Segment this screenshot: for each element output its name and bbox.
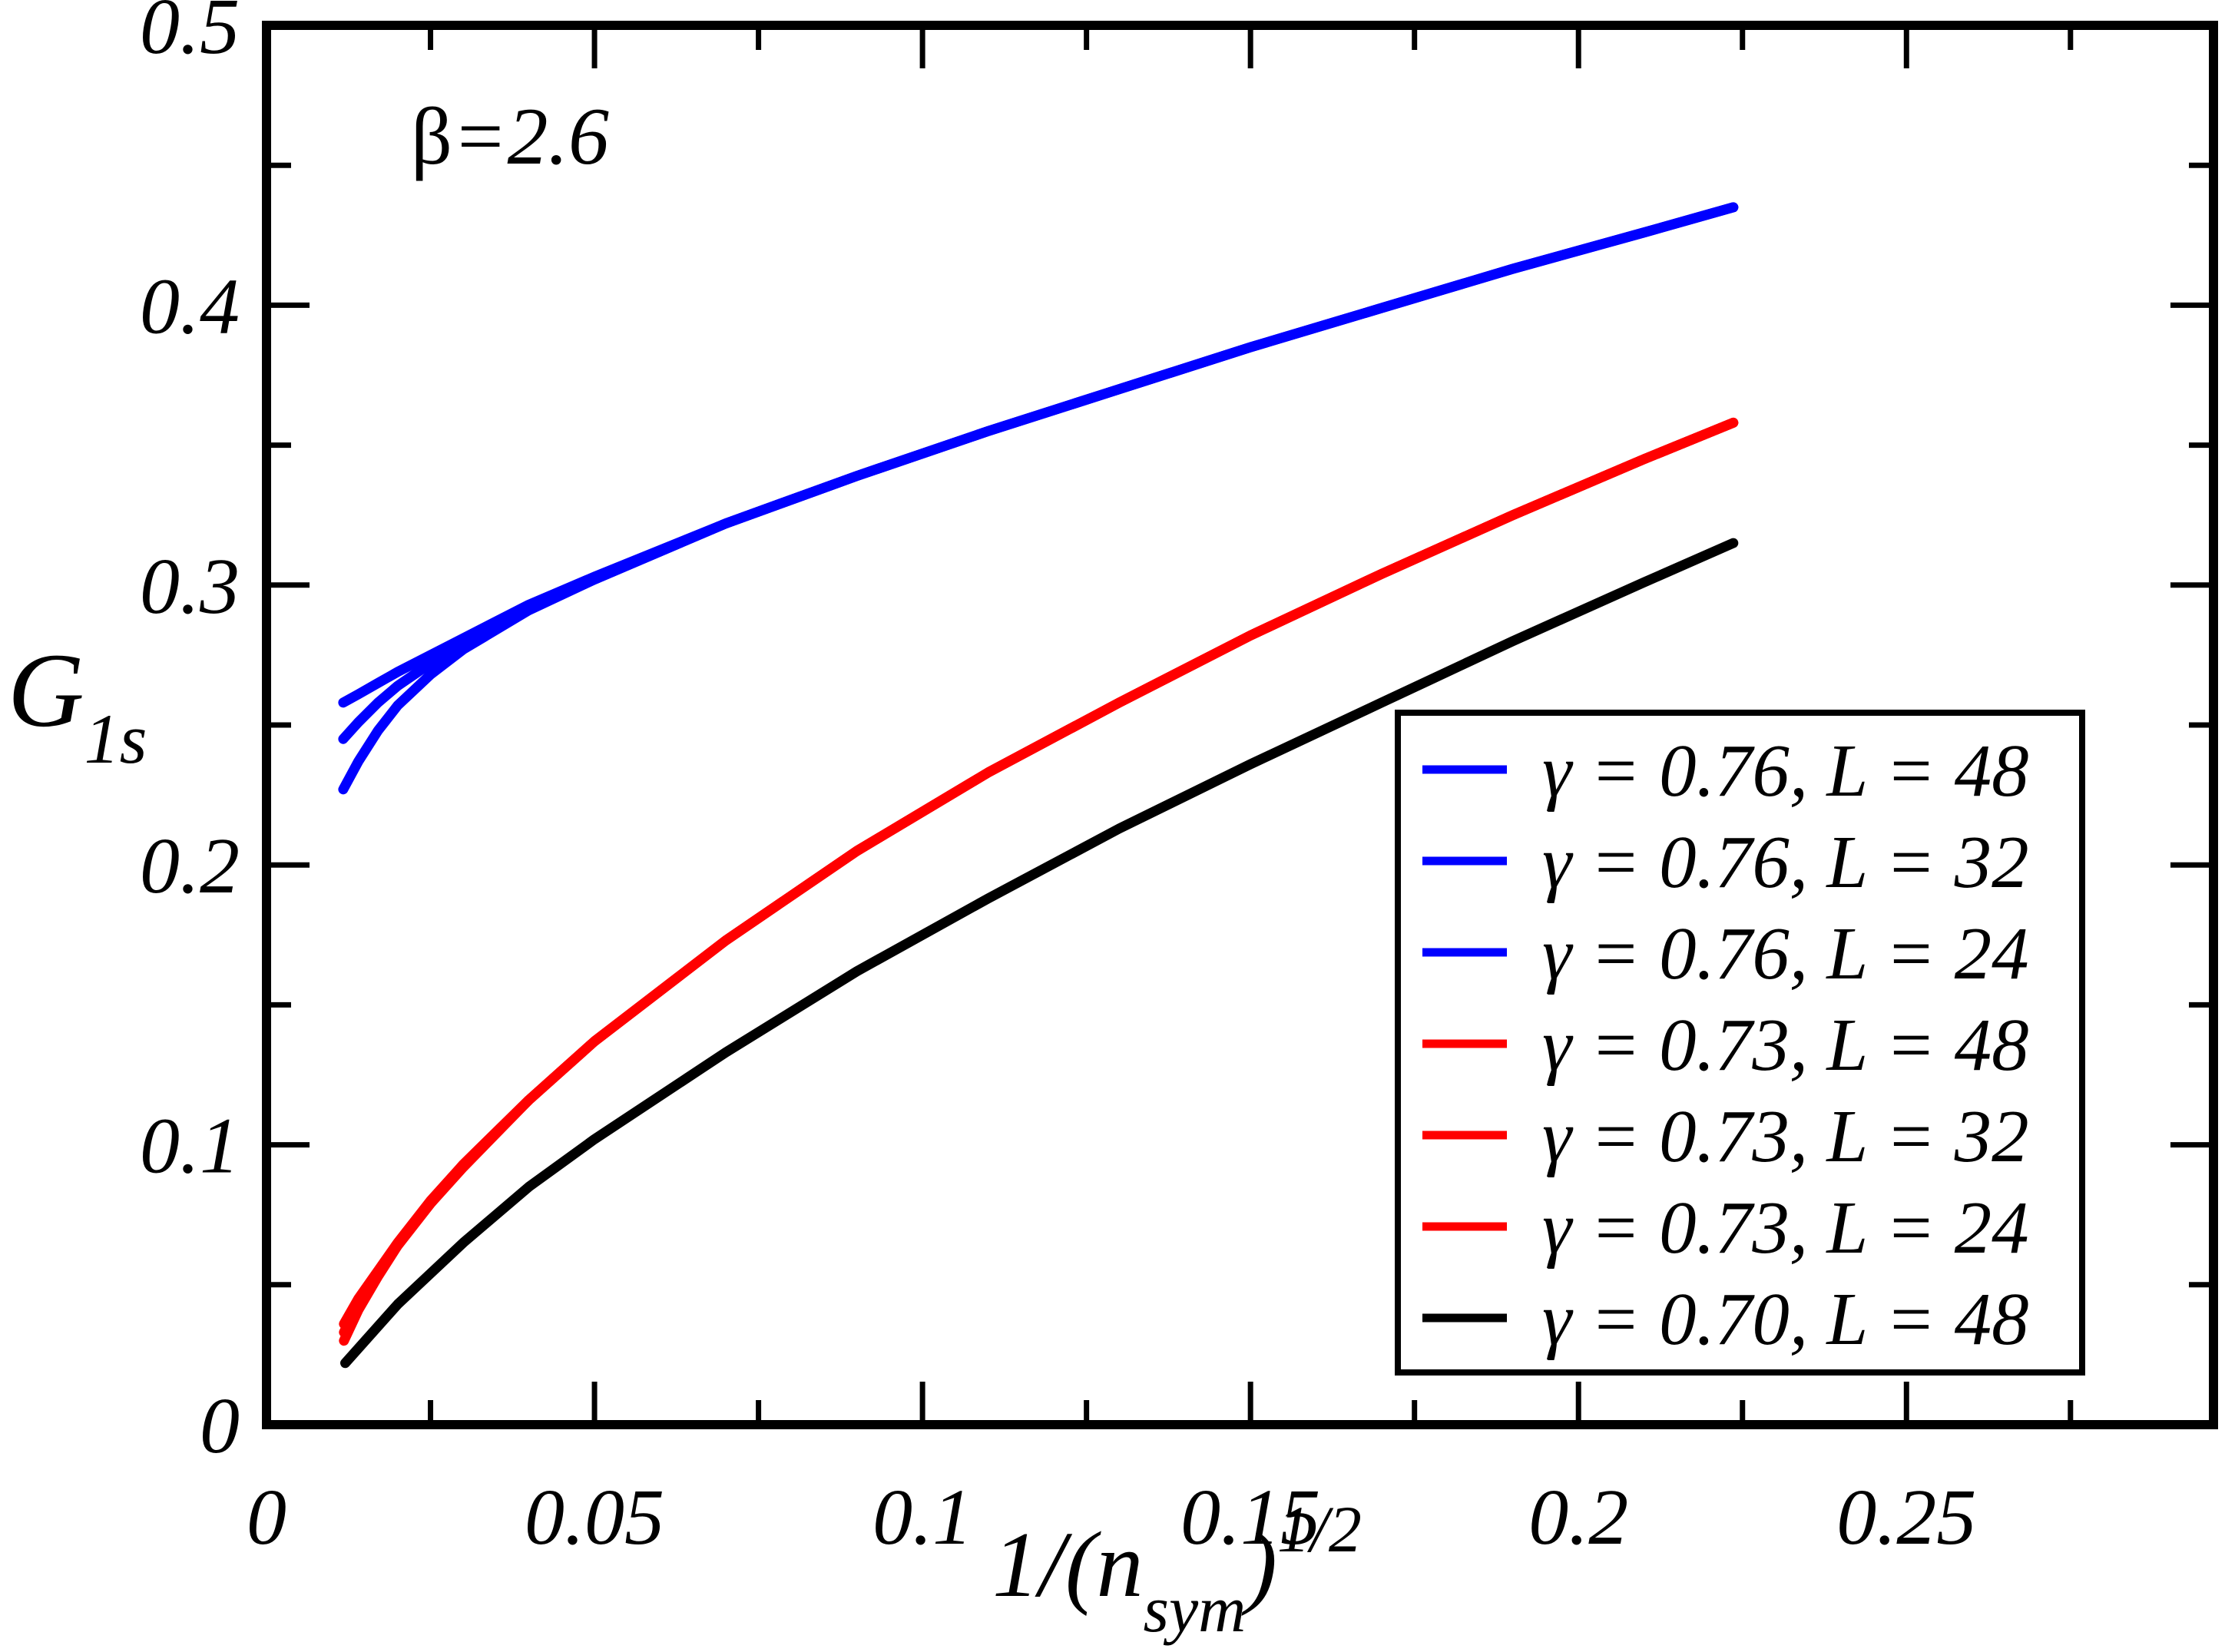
y-axis-title-subscript: 1s (84, 700, 147, 778)
curve-gamma076-L32 (338, 202, 1739, 744)
curve-gamma076-L48 (338, 202, 1739, 708)
x-tick-label: 0.05 (525, 1473, 664, 1561)
x-axis-title-superscript: 1/2 (1277, 1492, 1362, 1566)
curves-group (338, 202, 1739, 1369)
y-axis-title-base: G (8, 631, 84, 749)
legend-label: γ = 0.73, L = 32 (1542, 1095, 2029, 1177)
x-axis-title-subscript: sym (1144, 1572, 1247, 1646)
y-tick-label: 0.2 (140, 822, 240, 910)
y-tick-label: 0 (200, 1382, 240, 1470)
legend-label: γ = 0.76, L = 32 (1542, 821, 2029, 903)
legend-label: γ = 0.76, L = 24 (1542, 912, 2029, 995)
x-tick-label: 0.1 (872, 1473, 972, 1561)
legend-label: γ = 0.73, L = 24 (1542, 1187, 2029, 1269)
legend-label: γ = 0.70, L = 48 (1542, 1278, 2029, 1360)
y-axis-title: G1s (8, 631, 147, 778)
beta-annotation: β=2.6 (411, 91, 609, 181)
curve-gamma076-L24 (338, 202, 1739, 795)
legend: γ = 0.76, L = 48 γ = 0.76, L = 32 γ = 0.76… (1395, 710, 2085, 1376)
x-axis-title-close-paren: ) (1241, 1513, 1277, 1617)
curve-gamma070-L48 (340, 538, 1739, 1369)
x-tick-label: 0.15 (1180, 1473, 1320, 1561)
x-axis-title-prefix: 1/(n (992, 1513, 1144, 1617)
legend-label: γ = 0.73, L = 48 (1542, 1004, 2029, 1086)
legend-label: γ = 0.76, L = 48 (1542, 730, 2029, 812)
beta-value: =2.6 (452, 91, 609, 181)
curve-gamma073-L48 (339, 417, 1739, 1329)
y-tick-label: 0.3 (140, 542, 240, 631)
y-tick-label: 0.5 (140, 0, 240, 71)
x-tick-label: 0.2 (1528, 1473, 1628, 1561)
legend-box (1395, 710, 2085, 1376)
y-tick-label: 0.4 (140, 262, 240, 350)
beta-symbol: β (411, 91, 452, 181)
x-tick-label: 0 (247, 1473, 286, 1561)
axis-ticks-group: 0 0.05 0.1 0.15 0.2 0.25 0 0.1 0.2 0.3 0.4 0.5 (140, 0, 2213, 1561)
y-tick-label: 0.1 (140, 1102, 240, 1190)
x-tick-label: 0.25 (1836, 1473, 1976, 1561)
x-axis-title: 1/(nsym)1/2 (992, 1492, 1362, 1646)
